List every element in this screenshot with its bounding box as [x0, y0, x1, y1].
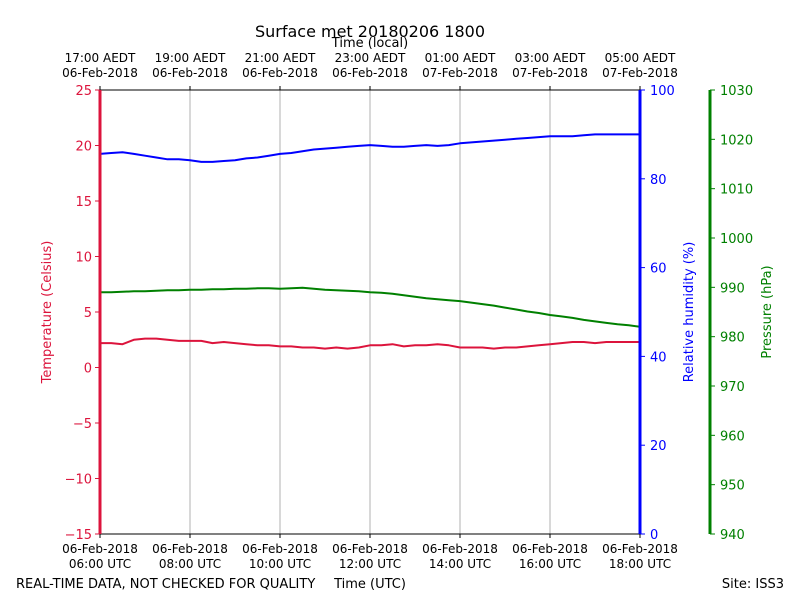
x-local-tick-date: 06-Feb-2018: [332, 66, 408, 80]
x-utc-tick-date: 06-Feb-2018: [602, 542, 678, 556]
pressure-series-line: [100, 286, 641, 328]
humidity-series-line: [99, 133, 640, 163]
temperature-series-line: [100, 337, 640, 350]
humidity-tick-label: 100: [650, 84, 675, 99]
site-label: Site: ISS3: [722, 577, 784, 592]
quality-disclaimer: REAL-TIME DATA, NOT CHECKED FOR QUALITY: [16, 577, 315, 592]
temperature-tick-label: −10: [65, 473, 92, 488]
x-local-tick-time: 01:00 AEDT: [425, 51, 496, 65]
x-utc-tick-time: 08:00 UTC: [159, 557, 221, 571]
x-utc-axis-label: Time (UTC): [333, 577, 406, 592]
pressure-tick-label: 1010: [720, 183, 753, 198]
pressure-line-group: [100, 286, 641, 328]
temperature-tick-label: 25: [75, 84, 92, 99]
x-local-tick-date: 06-Feb-2018: [242, 66, 318, 80]
x-utc-tick-date: 06-Feb-2018: [62, 542, 138, 556]
pressure-tick-label: 970: [720, 380, 745, 395]
x-local-tick-date: 07-Feb-2018: [512, 66, 588, 80]
x-utc-tick-time: 16:00 UTC: [519, 557, 581, 571]
x-utc-tick-time: 12:00 UTC: [339, 557, 401, 571]
pressure-tick-label: 960: [720, 429, 745, 444]
x-local-tick-date: 07-Feb-2018: [422, 66, 498, 80]
x-local-tick-time: 05:00 AEDT: [605, 51, 676, 65]
x-utc-tick-date: 06-Feb-2018: [422, 542, 498, 556]
temperature-line-group: [100, 337, 640, 350]
temperature-tick-label: −5: [73, 417, 92, 432]
pressure-tick-label: 950: [720, 479, 745, 494]
x-utc-tick-time: 14:00 UTC: [429, 557, 491, 571]
x-local-tick-time: 21:00 AEDT: [245, 51, 316, 65]
humidity-tick-label: 20: [650, 439, 667, 454]
humidity-tick-label: 60: [650, 262, 667, 277]
x-utc-tick-time: 10:00 UTC: [249, 557, 311, 571]
pressure-tick-label: 990: [720, 281, 745, 296]
x-local-tick-time: 03:00 AEDT: [515, 51, 586, 65]
humidity-tick-label: 40: [650, 350, 667, 365]
temperature-tick-label: 10: [75, 251, 92, 266]
pressure-tick-label: 940: [720, 528, 745, 543]
temperature-tick-label: −15: [65, 528, 92, 543]
x-local-tick-date: 06-Feb-2018: [152, 66, 228, 80]
temperature-tick-label: 15: [75, 195, 92, 210]
x-utc-tick-time: 18:00 UTC: [609, 557, 671, 571]
x-utc-tick-date: 06-Feb-2018: [512, 542, 588, 556]
humidity-line-group: [99, 133, 640, 163]
temperature-axis-label: Temperature (Celsius): [40, 241, 55, 385]
x-local-tick-date: 07-Feb-2018: [602, 66, 678, 80]
gridlines: [189, 90, 551, 534]
humidity-tick-label: 80: [650, 173, 667, 188]
x-utc-tick-time: 06:00 UTC: [69, 557, 131, 571]
x-local-tick-time: 17:00 AEDT: [65, 51, 136, 65]
x-local-tick-time: 19:00 AEDT: [155, 51, 226, 65]
x-local-tick-time: 23:00 AEDT: [335, 51, 406, 65]
temperature-axis: 25 20 15 10 5 0 −5 −10 −15: [65, 84, 102, 543]
pressure-tick-label: 1000: [720, 232, 753, 247]
x-local-axis-label: Time (local): [331, 36, 408, 51]
temperature-tick-label: 0: [84, 362, 92, 377]
x-local-tick-date: 06-Feb-2018: [62, 66, 138, 80]
pressure-axis: 1030 1020 1010 1000 990 980 970 960 950 940: [708, 84, 753, 543]
pressure-axis-label: Pressure (hPa): [760, 265, 775, 358]
humidity-axis-label: Relative humidity (%): [682, 242, 697, 383]
humidity-tick-label: 0: [650, 528, 658, 543]
pressure-tick-label: 1030: [720, 84, 753, 99]
x-utc-tick-date: 06-Feb-2018: [332, 542, 408, 556]
pressure-tick-label: 1020: [720, 133, 753, 148]
humidity-axis: 100 80 60 40 20 0: [638, 84, 675, 543]
temperature-tick-label: 5: [84, 306, 92, 321]
temperature-tick-label: 20: [75, 140, 92, 155]
chart-title: Surface met 20180206 1800: [255, 22, 485, 41]
x-utc-tick-date: 06-Feb-2018: [152, 542, 228, 556]
x-utc-tick-date: 06-Feb-2018: [242, 542, 318, 556]
pressure-tick-label: 980: [720, 331, 745, 346]
